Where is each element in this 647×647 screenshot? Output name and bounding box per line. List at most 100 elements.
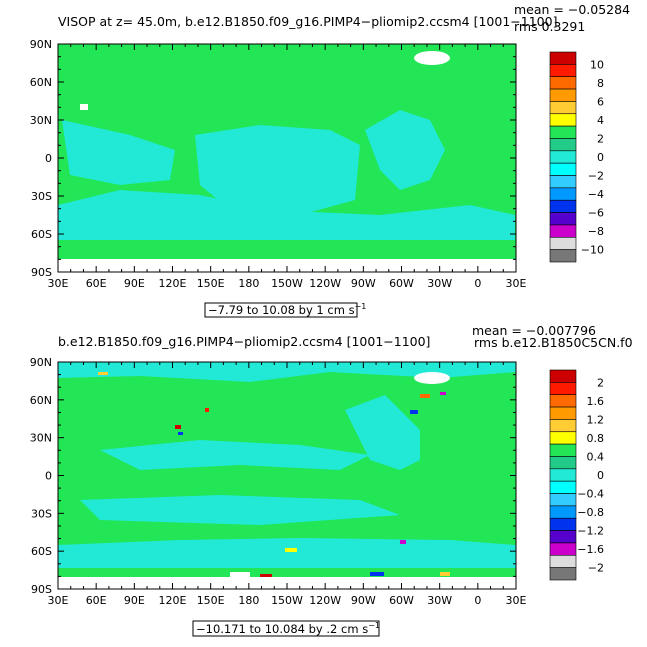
colorbar-swatch bbox=[549, 162, 577, 176]
colorbar-swatch bbox=[549, 554, 577, 568]
x-tick-label: 30W bbox=[427, 277, 452, 290]
y-tick-label: 90N bbox=[30, 38, 52, 51]
colorbar-swatch bbox=[549, 394, 577, 408]
colorbar-swatch bbox=[549, 51, 577, 65]
panel-2-range-exp: −1 bbox=[368, 621, 380, 630]
colorbar-label: 6 bbox=[597, 95, 604, 108]
x-tick-label: 60W bbox=[389, 594, 414, 607]
colorbar-swatch bbox=[549, 419, 577, 433]
colorbar-swatch bbox=[549, 199, 577, 213]
y-tick-label: 90S bbox=[31, 583, 52, 596]
x-tick-label: 180 bbox=[238, 594, 259, 607]
x-tick-label: 0 bbox=[474, 594, 481, 607]
panel-1-caspian-white bbox=[80, 104, 88, 110]
panel-2-x-axis: 30E 60E 90E 120E 150E 180 150W 120W 90W 60W 30W 0 30… bbox=[48, 362, 527, 607]
colorbar-label: −2 bbox=[588, 562, 604, 575]
panel-1-range-label: −7.79 to 10.08 by 1 cm s bbox=[208, 303, 355, 317]
panel-2-greenland-white bbox=[414, 372, 450, 384]
colorbar-swatch bbox=[549, 443, 577, 457]
x-tick-label: 90E bbox=[124, 277, 145, 290]
x-tick-label: 150E bbox=[197, 594, 225, 607]
x-tick-label: 150E bbox=[197, 277, 225, 290]
colorbar-swatch bbox=[549, 406, 577, 420]
colorbar-swatch bbox=[549, 236, 577, 250]
colorbar-swatch bbox=[549, 468, 577, 482]
colorbar-swatch bbox=[549, 530, 577, 544]
panel-2-pacific-band-2 bbox=[80, 495, 400, 525]
panel-1-map bbox=[58, 44, 516, 272]
colorbar-swatch bbox=[549, 382, 577, 396]
colorbar-label: −1.2 bbox=[577, 525, 604, 538]
x-tick-label: 30E bbox=[48, 277, 69, 290]
colorbar-swatch bbox=[549, 175, 577, 189]
panel-1-colorbar: 10 8 6 4 2 0 −2 −4 −6 −8 −10 bbox=[549, 51, 604, 263]
colorbar-swatch bbox=[549, 138, 577, 152]
y-tick-label: 60N bbox=[30, 76, 52, 89]
panel-1-range-box: −7.79 to 10.08 by 1 cm s−1 bbox=[204, 302, 366, 318]
colorbar-label: 4 bbox=[597, 114, 604, 127]
x-tick-label: 120E bbox=[159, 277, 187, 290]
y-tick-label: 60S bbox=[31, 545, 52, 558]
x-tick-label: 30W bbox=[427, 594, 452, 607]
colorbar-label: −4 bbox=[588, 188, 604, 201]
colorbar-swatch bbox=[549, 517, 577, 531]
colorbar-label: 1.6 bbox=[587, 395, 605, 408]
y-tick-label: 0 bbox=[45, 470, 52, 483]
panel-1-y-axis: 90N 60N 30N 0 30S 60S 90S bbox=[30, 38, 516, 279]
x-tick-label: 60E bbox=[86, 594, 107, 607]
x-tick-label: 0 bbox=[474, 277, 481, 290]
y-tick-label: 90S bbox=[31, 266, 52, 279]
panel-2: b.e12.B1850.f09_g16.PIMP4−pliomip2.ccsm4… bbox=[30, 323, 633, 637]
panel-1-range-exp: −1 bbox=[355, 302, 367, 311]
y-tick-label: 30S bbox=[31, 507, 52, 520]
panel-1-title: VISOP at z= 45.0m, b.e12.B1850.f09_g16.P… bbox=[58, 14, 557, 29]
panel-1-mean: mean = −0.05284 bbox=[514, 2, 630, 17]
x-tick-label: 30E bbox=[506, 594, 527, 607]
panel-1-rms: rms 0.3291 bbox=[514, 19, 585, 34]
colorbar-label: 2 bbox=[597, 376, 604, 389]
panel-2-atlantic-cyan bbox=[345, 395, 420, 470]
colorbar-label: 0.4 bbox=[587, 450, 605, 463]
panel-2-range-box: −10.171 to 10.084 by .2 cm s−1 bbox=[192, 620, 380, 637]
panel-1-x-axis: 30E 60E 90E 120E 150E 180 150W 120W 90W 60W 30W 0 30… bbox=[48, 44, 527, 290]
colorbar-swatch bbox=[549, 542, 577, 556]
colorbar-swatch bbox=[549, 64, 577, 78]
y-tick-label: 30S bbox=[31, 190, 52, 203]
colorbar-swatch bbox=[549, 456, 577, 470]
x-tick-label: 150W bbox=[271, 277, 303, 290]
colorbar-label: 0 bbox=[597, 151, 604, 164]
colorbar-swatch bbox=[549, 493, 577, 507]
x-tick-label: 120W bbox=[309, 277, 341, 290]
colorbar-label: −10 bbox=[581, 244, 604, 257]
x-tick-label: 120W bbox=[309, 594, 341, 607]
colorbar-swatch bbox=[549, 431, 577, 445]
panel-2-rms-overlap: rms b.e12.B1850C5CN.f0 bbox=[474, 335, 633, 350]
colorbar-swatch bbox=[549, 88, 577, 102]
y-tick-label: 60N bbox=[30, 394, 52, 407]
svg-text:−7.79 to 10.08 by 1 cm s−1: −7.79 to 10.08 by 1 cm s−1 bbox=[208, 302, 366, 317]
panel-2-anomaly-speckles bbox=[98, 372, 450, 577]
y-tick-label: 0 bbox=[45, 152, 52, 165]
colorbar-swatch bbox=[549, 567, 577, 581]
panel-2-range-label: −10.171 to 10.084 by .2 cm s bbox=[196, 622, 368, 636]
panel-2-south-cyan bbox=[58, 538, 516, 568]
colorbar-swatch bbox=[549, 224, 577, 238]
colorbar-swatch bbox=[549, 369, 577, 383]
colorbar-swatch bbox=[549, 101, 577, 115]
y-tick-label: 30N bbox=[30, 432, 52, 445]
colorbar-swatch bbox=[549, 150, 577, 164]
colorbar-label: −2 bbox=[588, 170, 604, 183]
svg-text:−10.171 to 10.084 by .2 cm s−1: −10.171 to 10.084 by .2 cm s−1 bbox=[196, 621, 380, 636]
panel-2-map bbox=[58, 362, 516, 589]
x-tick-label: 120E bbox=[159, 594, 187, 607]
colorbar-label: −0.4 bbox=[577, 488, 604, 501]
colorbar-swatch bbox=[549, 212, 577, 226]
colorbar-label: −6 bbox=[588, 207, 604, 220]
colorbar-label: 1.2 bbox=[587, 413, 605, 426]
x-tick-label: 90W bbox=[351, 277, 376, 290]
x-tick-label: 60E bbox=[86, 277, 107, 290]
colorbar-label: 8 bbox=[597, 77, 604, 90]
colorbar-label: −8 bbox=[588, 225, 604, 238]
x-tick-label: 90W bbox=[351, 594, 376, 607]
